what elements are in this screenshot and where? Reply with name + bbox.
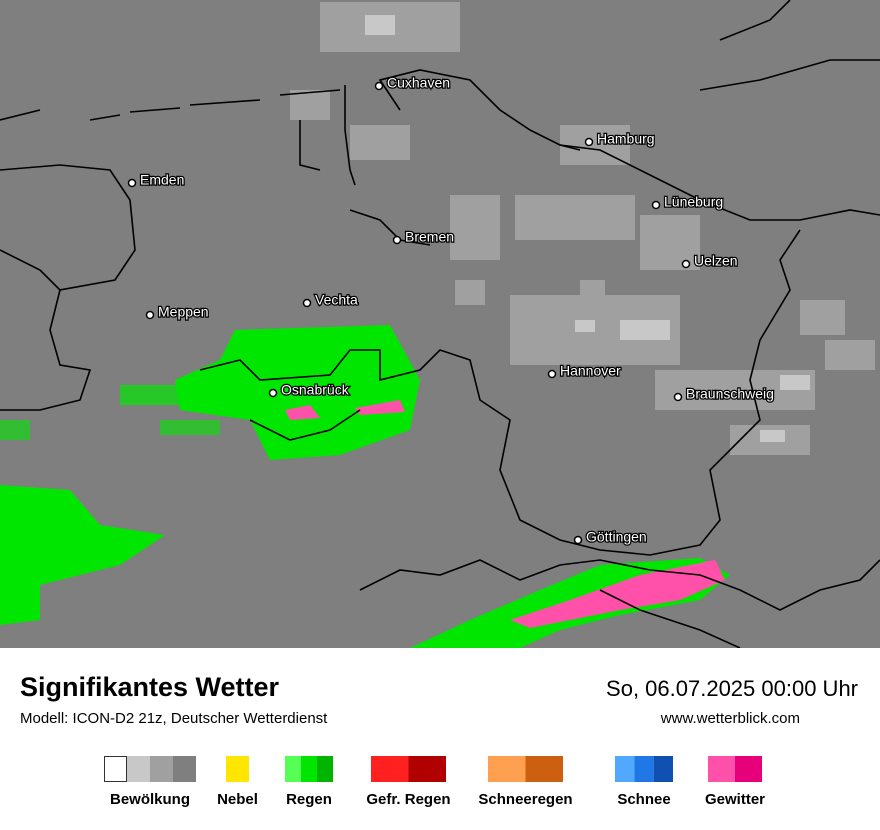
legend-swatch: [226, 756, 249, 782]
city-label: Bremen: [405, 229, 454, 245]
legend-swatch: [317, 756, 333, 782]
city-label: Göttingen: [586, 529, 647, 545]
city-label: Braunschweig: [686, 386, 774, 402]
legend-swatch: [634, 756, 654, 782]
subtitle: Modell: ICON-D2 21z, Deutscher Wetterdie…: [20, 710, 328, 727]
weather-map: Cuxhaven Hamburg Emden Lüneburg Bremen Uelzen…: [0, 0, 880, 648]
city-dot: [681, 259, 691, 269]
legend-swatch: [285, 756, 301, 782]
city-dot: [584, 137, 594, 147]
city-dot: [127, 178, 137, 188]
city-dot: [302, 298, 312, 308]
city-dot: [547, 369, 557, 379]
legend-swatch: [371, 756, 409, 782]
city-dot: [392, 235, 402, 245]
city-dot: [374, 81, 384, 91]
city-dot: [268, 388, 278, 398]
city-label: Meppen: [158, 304, 209, 320]
legend-swatch: [104, 756, 127, 782]
legend-swatch: [615, 756, 635, 782]
legend-swatch: [150, 756, 173, 782]
clouds-light: [365, 15, 810, 442]
city-dot: [145, 310, 155, 320]
legend-label: Bewölkung: [110, 791, 190, 808]
legend-label: Gefr. Regen: [366, 791, 450, 808]
legend-swatch: [735, 756, 762, 782]
city-label: Uelzen: [694, 253, 738, 269]
legend-swatch: [488, 756, 526, 782]
legend-swatch: [708, 756, 735, 782]
legend-label: Schneeregen: [478, 791, 572, 808]
thunderstorms: [285, 400, 725, 628]
city-labels: Cuxhaven Hamburg Emden Lüneburg Bremen Uelzen…: [127, 73, 775, 546]
legend-label: Regen: [286, 791, 332, 808]
legend-label: Gewitter: [705, 791, 765, 808]
legend-swatch: [173, 756, 196, 782]
city-dot: [673, 392, 683, 402]
legend-label: Nebel: [217, 791, 258, 808]
city-label: Osnabrück: [281, 382, 350, 398]
date: So, 06.07.2025 00:00 Uhr: [606, 676, 858, 701]
borders: [0, 0, 880, 648]
legend-swatch-border: [104, 756, 127, 782]
legend-swatch: [127, 756, 150, 782]
legend: Bewölkung Nebel Regen Gefr. Regen Schneerege…: [104, 756, 765, 808]
legend-swatch: [408, 756, 446, 782]
city-label: Emden: [140, 172, 184, 188]
city-dot: [573, 535, 583, 545]
city-label: Lüneburg: [664, 194, 723, 210]
legend-swatch: [525, 756, 563, 782]
legend-swatch: [653, 756, 673, 782]
city-label: Hamburg: [597, 131, 655, 147]
legend-label: Schnee: [617, 791, 670, 808]
city-label: Hannover: [560, 363, 621, 379]
city-dot: [651, 200, 661, 210]
website: www.wetterblick.com: [660, 710, 800, 727]
title: Signifikantes Wetter: [20, 672, 280, 702]
clouds: [290, 2, 875, 455]
city-label: Cuxhaven: [387, 75, 450, 91]
city-label: Vechta: [315, 292, 358, 308]
legend-swatch: [301, 756, 317, 782]
